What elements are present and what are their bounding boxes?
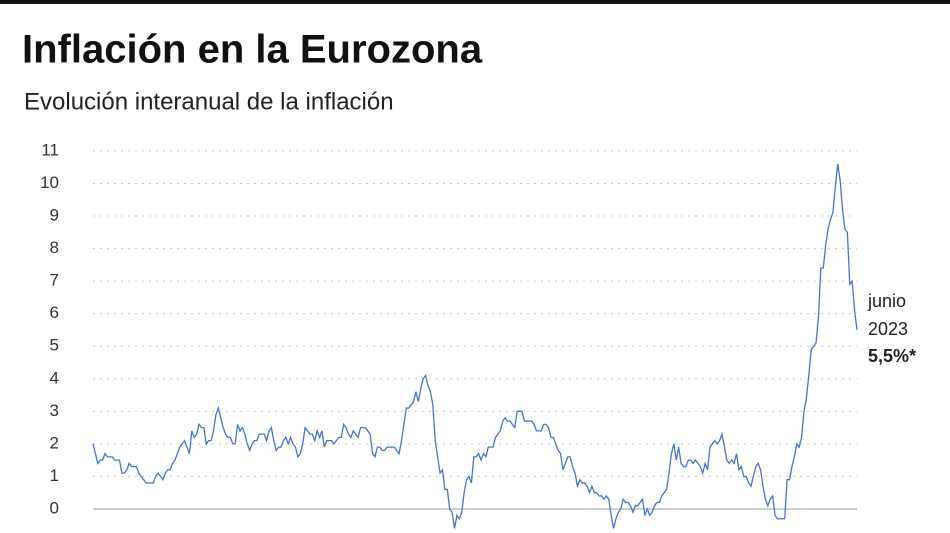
y-tick-label: 5	[50, 336, 59, 355]
annotation-date: junio	[867, 291, 906, 311]
y-tick-label: 10	[40, 173, 59, 192]
top-bar	[0, 0, 950, 4]
y-tick-label: 0	[50, 498, 59, 517]
y-tick-label: 1	[50, 466, 59, 485]
y-tick-label: 2	[50, 433, 59, 452]
y-tick-label: 9	[50, 205, 59, 224]
y-tick-label: 3	[50, 401, 59, 420]
y-tick-label: 7	[50, 271, 59, 290]
annotation-value: 5,5%*	[868, 346, 916, 366]
chart-subtitle: Evolución interanual de la inflación	[24, 88, 394, 115]
y-tick-label: 11	[41, 140, 59, 159]
line	[92, 163, 858, 529]
chart-title: Inflación en la Eurozona	[22, 28, 483, 72]
y-tick-label: 8	[50, 238, 59, 257]
y-tick-label: 4	[50, 368, 59, 387]
annotation-date: 2023	[868, 319, 908, 339]
y-tick-label: 6	[50, 303, 59, 322]
